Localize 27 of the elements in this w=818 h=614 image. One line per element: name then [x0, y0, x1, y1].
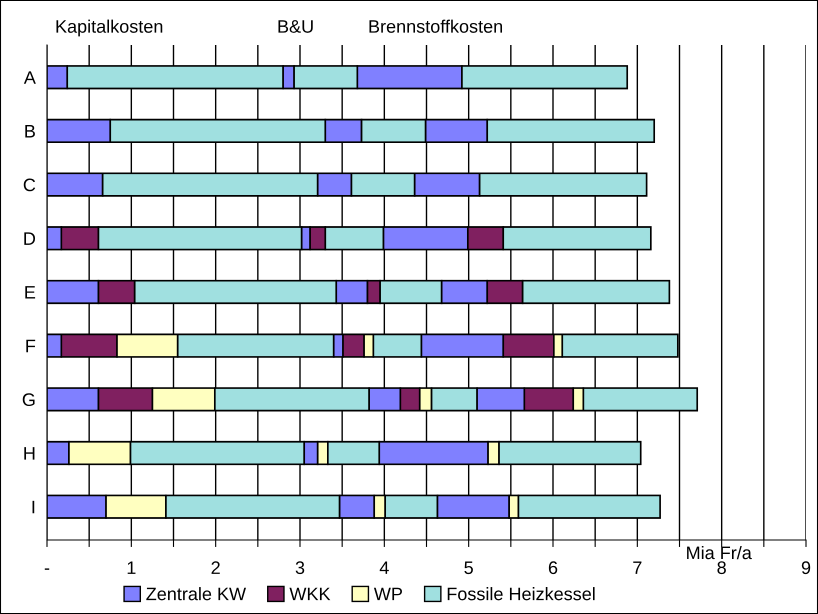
legend-label: Fossile Heizkessel	[448, 587, 595, 600]
x-tick-label: -	[44, 568, 50, 570]
x-tick-label: 9	[802, 561, 810, 574]
x-tick-label: 1	[128, 561, 136, 574]
legend-label: WKK	[289, 588, 330, 600]
y-tick-label: F	[26, 340, 36, 352]
x-tick-label: 4	[380, 561, 389, 574]
y-tick-label: B	[25, 125, 35, 138]
text: Brennstoffkosten	[369, 20, 502, 33]
x-tick-label: 2	[212, 561, 220, 574]
y-tick-label: I	[32, 500, 34, 514]
x-tick-label: 5	[464, 561, 473, 574]
text: B&U	[278, 20, 313, 33]
legend-label: Zentrale KW	[146, 587, 246, 600]
y-tick-label: G	[22, 393, 35, 406]
y-tick-label: A	[24, 71, 36, 84]
legend-label: WP	[374, 588, 402, 600]
x-tick-label: 8	[717, 561, 726, 574]
x-axis-title: Mia Fr/a	[687, 546, 752, 560]
y-tick-label: D	[24, 232, 36, 245]
x-tick-label: 3	[296, 561, 304, 574]
x-tick-label: 6	[548, 561, 558, 574]
y-tick-label: C	[24, 178, 36, 192]
y-tick-label: E	[25, 286, 36, 299]
y-tick-label: H	[24, 447, 34, 460]
text: Kapitalkosten	[56, 20, 162, 36]
x-tick-label: 7	[633, 561, 642, 574]
